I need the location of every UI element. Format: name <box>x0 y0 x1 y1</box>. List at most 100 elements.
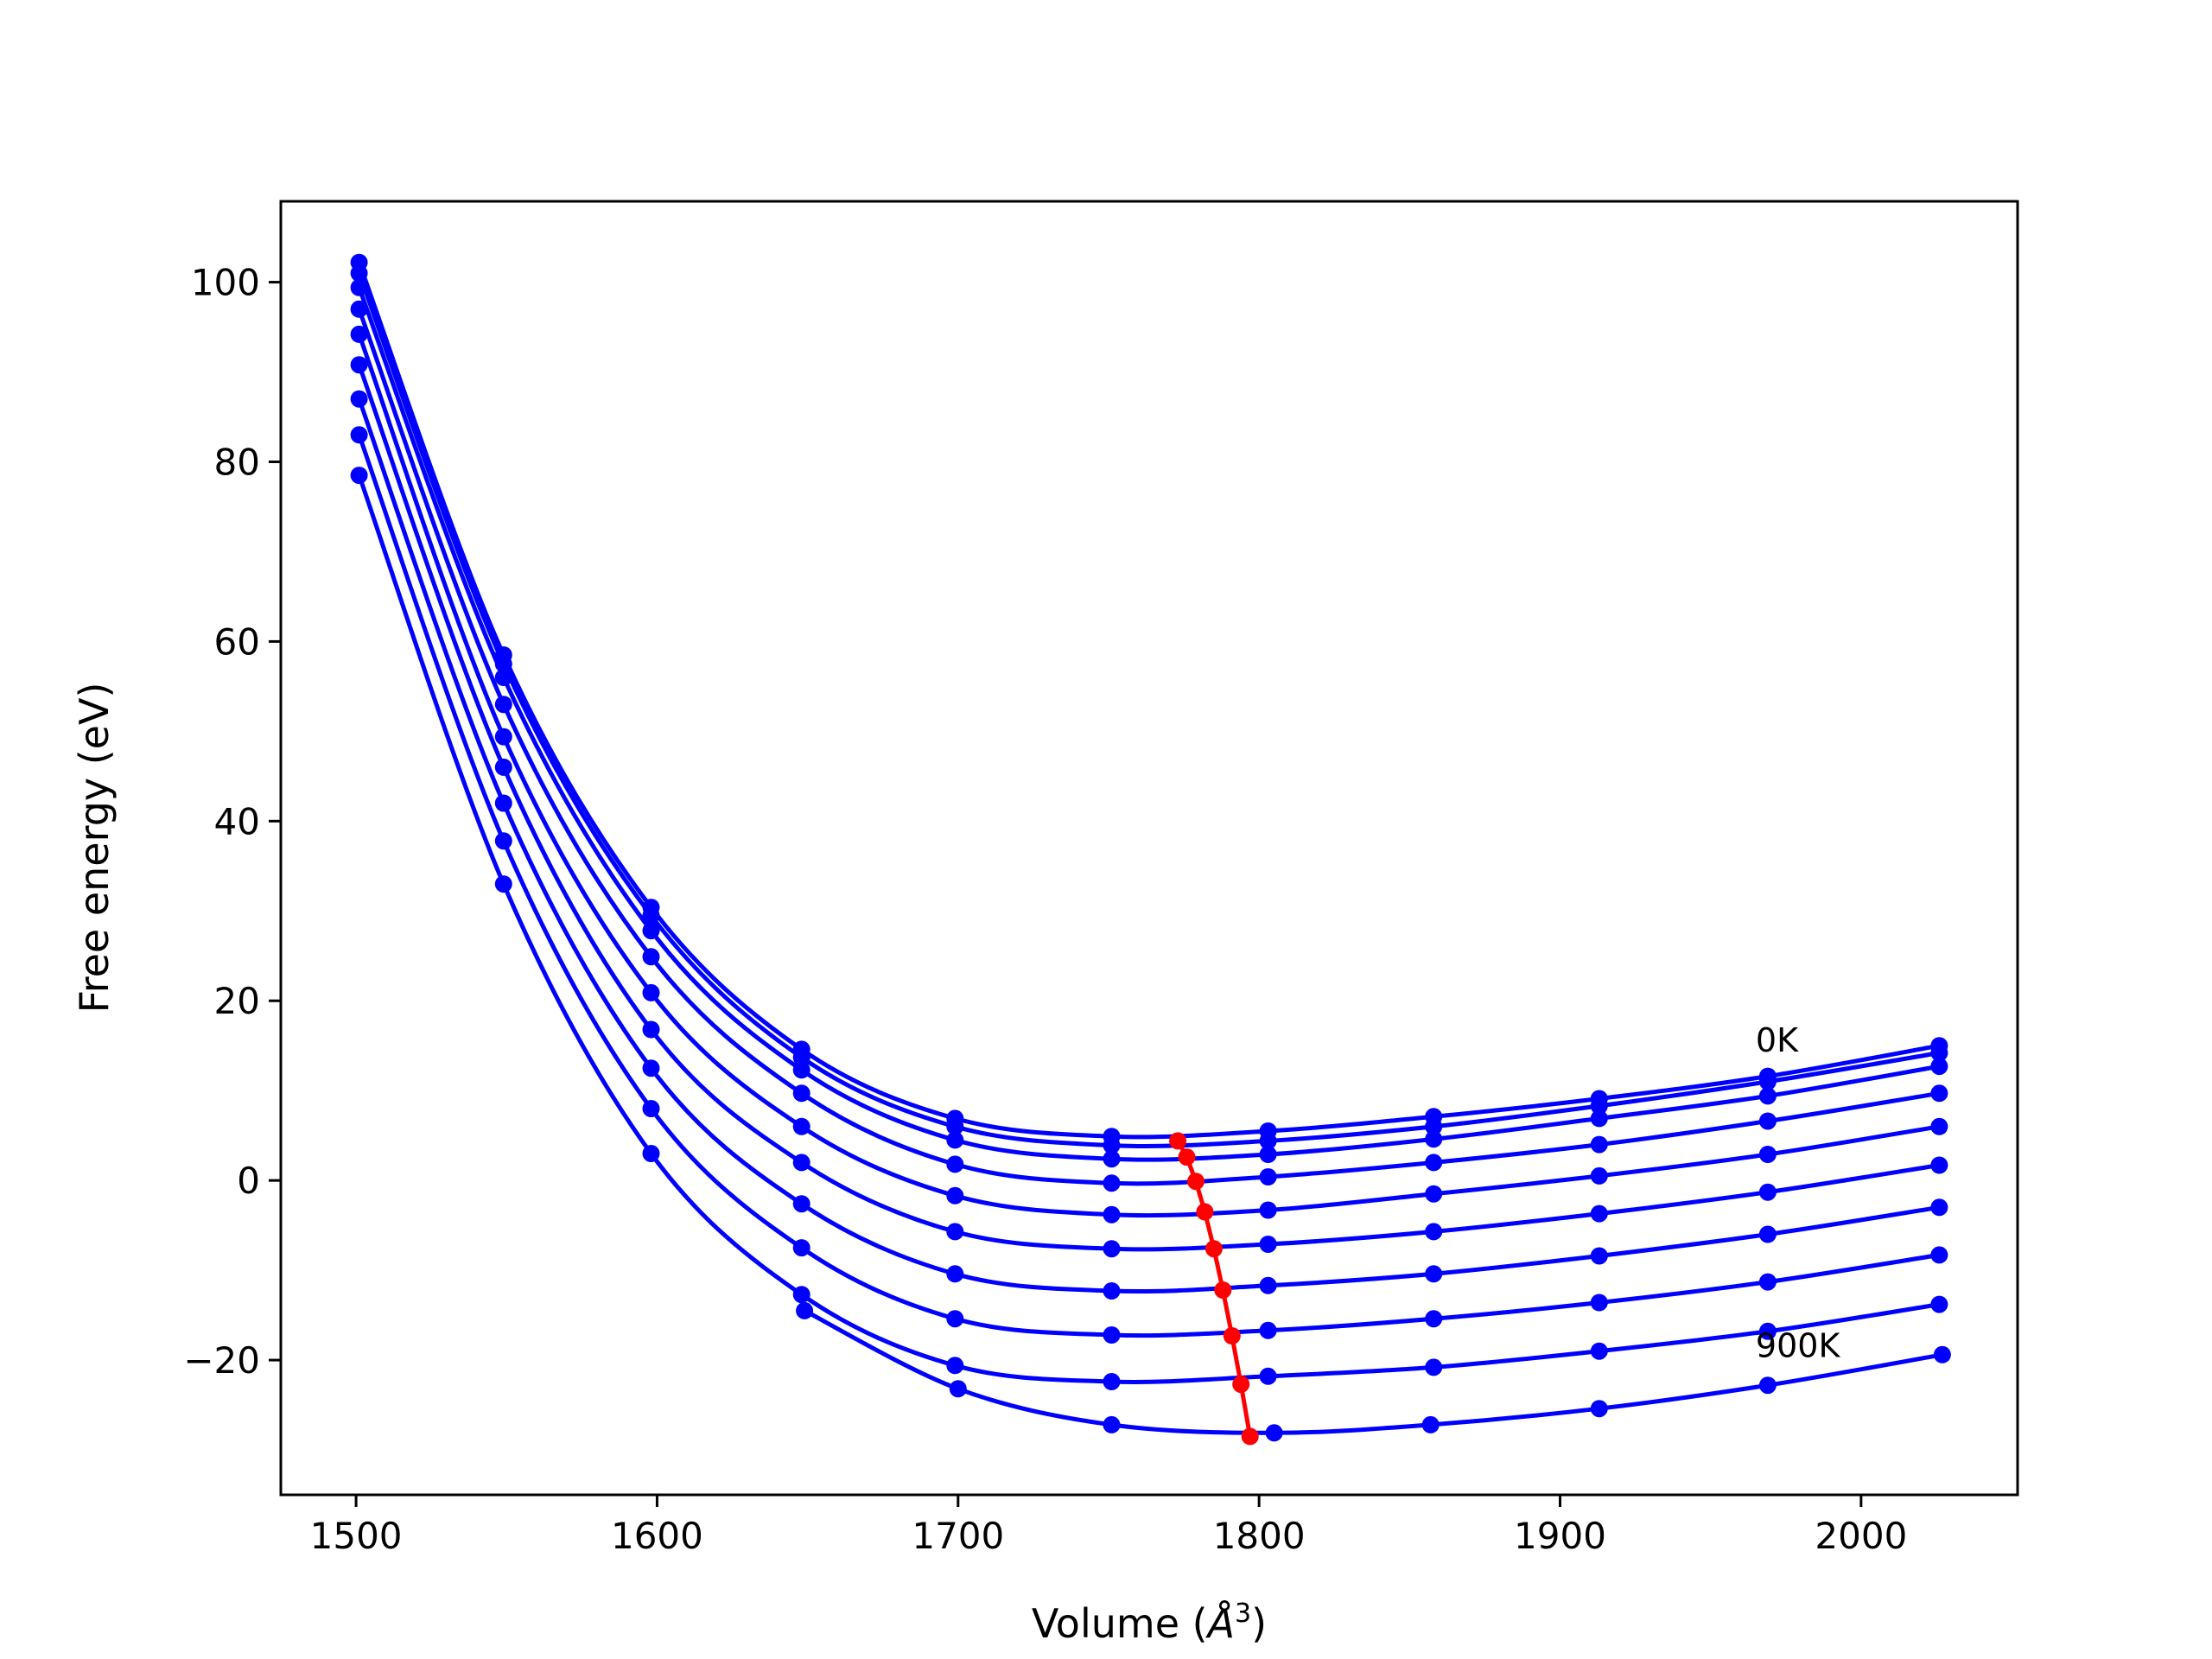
data-point-s6-3 <box>642 1020 660 1039</box>
data-point-s7-7 <box>1259 1276 1277 1294</box>
minima-point-1 <box>1169 1132 1187 1150</box>
data-point-s9-8 <box>1425 1358 1443 1376</box>
minima-point-3 <box>1187 1173 1205 1191</box>
y-tick-label: 100 <box>191 262 260 304</box>
data-point-s3-3 <box>642 922 660 940</box>
data-point-s6-11 <box>1930 1156 1948 1174</box>
data-point-s9-2 <box>494 875 512 893</box>
data-point-s2-11 <box>1930 1044 1948 1062</box>
data-point-s9-9 <box>1590 1342 1608 1360</box>
data-point-s9-10 <box>1758 1322 1777 1340</box>
data-point-s3-11 <box>1930 1058 1948 1076</box>
series-line-6 <box>357 364 1940 1252</box>
data-point-s10-8 <box>1933 1345 1951 1363</box>
data-point-s4-6 <box>1103 1174 1121 1192</box>
minima-point-4 <box>1196 1203 1214 1221</box>
data-point-s2-1 <box>350 264 368 283</box>
data-point-s6-7 <box>1259 1236 1277 1253</box>
data-point-s6-4 <box>792 1154 810 1172</box>
data-point-s3-1 <box>350 278 368 296</box>
data-point-s8-9 <box>1590 1294 1608 1312</box>
plot-frame <box>279 200 2019 1497</box>
data-point-s3-7 <box>1259 1146 1277 1163</box>
data-point-s8-3 <box>642 1100 660 1117</box>
series-line-8 <box>357 434 1940 1338</box>
data-point-s2-4 <box>792 1048 810 1066</box>
data-point-s7-10 <box>1758 1225 1777 1243</box>
data-point-s10-7 <box>1758 1376 1777 1395</box>
y-axis-ticks: −20 0 20 40 60 80 100 <box>183 262 281 1382</box>
data-point-s4-5 <box>946 1155 964 1173</box>
series-line-7 <box>357 397 1940 1294</box>
data-point-s4-2 <box>494 696 512 714</box>
x-axis-label: Volume (Å3) <box>1032 1599 1267 1647</box>
data-point-s5-2 <box>494 728 512 746</box>
data-point-s5-7 <box>1259 1201 1277 1219</box>
data-point-s7-3 <box>642 1059 660 1077</box>
data-point-s4-10 <box>1758 1112 1777 1130</box>
data-point-s10-4 <box>1265 1424 1283 1442</box>
minima-point-2 <box>1178 1148 1196 1166</box>
data-point-s6-9 <box>1590 1205 1608 1223</box>
data-point-s10-5 <box>1421 1415 1440 1433</box>
data-point-s5-9 <box>1590 1166 1608 1185</box>
data-point-s9-4 <box>792 1286 810 1304</box>
data-point-s7-6 <box>1103 1282 1121 1300</box>
data-point-s6-2 <box>494 758 512 776</box>
data-point-s10-1 <box>796 1301 814 1319</box>
data-point-s7-5 <box>946 1265 964 1283</box>
x-axis-ticks: 1500 1600 1700 1800 1900 2000 <box>310 1495 1907 1557</box>
series-line-10 <box>803 1308 1943 1435</box>
data-point-s8-2 <box>494 832 512 850</box>
data-point-s3-4 <box>792 1061 810 1079</box>
y-tick-label: 60 <box>214 620 260 663</box>
data-point-s8-4 <box>792 1239 810 1257</box>
data-point-s4-9 <box>1590 1135 1608 1154</box>
annotation-0k: 0K <box>1756 1021 1799 1059</box>
annotation-900k: 900K <box>1756 1326 1841 1364</box>
minima-point-7 <box>1223 1327 1241 1344</box>
minima-point-9 <box>1241 1427 1259 1446</box>
minima-curve-group <box>1169 1132 1259 1446</box>
data-point-s5-3 <box>642 983 660 1001</box>
minima-point-5 <box>1205 1240 1223 1258</box>
data-point-s2-2 <box>494 655 512 673</box>
data-point-s3-9 <box>1590 1109 1608 1128</box>
data-point-s7-8 <box>1425 1265 1443 1283</box>
data-point-s7-4 <box>792 1195 810 1213</box>
data-point-s5-10 <box>1758 1146 1777 1163</box>
x-tick-label: 1600 <box>611 1515 703 1557</box>
minima-point-8 <box>1232 1376 1250 1394</box>
x-tick-label: 1900 <box>1514 1515 1606 1557</box>
data-point-s2-3 <box>642 906 660 925</box>
data-point-s4-3 <box>642 948 660 966</box>
y-tick-label: 20 <box>214 980 260 1022</box>
data-point-s9-1 <box>350 467 368 485</box>
series-line-1 <box>357 261 1940 1140</box>
data-point-s10-6 <box>1590 1400 1608 1418</box>
x-tick-label: 1800 <box>1213 1515 1306 1557</box>
series-line-5 <box>357 334 1940 1218</box>
data-point-s6-1 <box>350 356 368 374</box>
data-point-s2-10 <box>1758 1072 1777 1090</box>
data-point-s4-7 <box>1259 1168 1277 1185</box>
data-point-s7-9 <box>1590 1247 1608 1265</box>
data-point-s2-9 <box>1590 1096 1608 1115</box>
series-line-2 <box>357 272 1940 1148</box>
data-point-s6-6 <box>1103 1240 1121 1258</box>
series-line-3 <box>357 286 1940 1162</box>
data-point-s8-1 <box>350 426 368 444</box>
data-point-s8-6 <box>1103 1326 1121 1344</box>
data-point-s2-7 <box>1259 1132 1277 1150</box>
data-point-s9-5 <box>946 1357 964 1375</box>
data-point-s6-8 <box>1425 1223 1443 1241</box>
data-point-s4-4 <box>792 1084 810 1103</box>
series-line-9 <box>357 474 1940 1384</box>
annotations: 0K 900K <box>1756 1021 1841 1364</box>
data-point-s8-7 <box>1259 1321 1277 1339</box>
data-point-s5-4 <box>792 1117 810 1135</box>
data-point-s10-3 <box>1103 1415 1121 1433</box>
y-axis-label: Free energy (eV) <box>71 683 118 1014</box>
data-point-s3-5 <box>946 1131 964 1149</box>
